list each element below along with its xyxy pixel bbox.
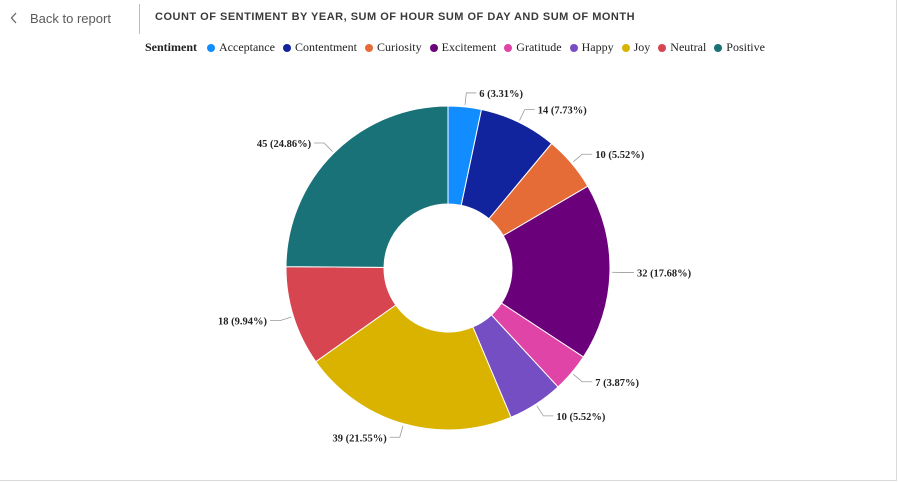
leader-line xyxy=(314,142,333,152)
back-label: Back to report xyxy=(30,10,111,26)
legend-label: Gratitude xyxy=(516,40,562,54)
legend-swatch xyxy=(364,43,373,52)
data-label: 6 (3.31%) xyxy=(479,89,523,100)
leader-line xyxy=(572,153,593,163)
legend-label: Positive xyxy=(726,40,765,54)
slice-excitement[interactable] xyxy=(500,185,611,358)
legend-item-acceptance[interactable]: Acceptance xyxy=(207,40,275,55)
legend-label: Curiosity xyxy=(376,40,422,54)
legend-label: Acceptance xyxy=(219,40,275,54)
legend-item-neutral[interactable]: Neutral xyxy=(658,40,706,55)
data-label: 10 (5.52%) xyxy=(556,412,605,423)
legend-title: Sentiment xyxy=(145,40,197,54)
legend-label: Neutral xyxy=(670,40,707,54)
data-label: 45 (24.86%) xyxy=(257,139,312,150)
leader-line xyxy=(464,92,477,105)
legend-swatch xyxy=(658,43,667,52)
slice-positive[interactable] xyxy=(285,105,449,268)
chart-title: COUNT OF SENTIMENT BY YEAR, SUM OF HOUR … xyxy=(155,11,636,23)
legend-swatch xyxy=(504,43,513,52)
legend-swatch xyxy=(569,43,578,52)
legend-swatch xyxy=(714,43,723,52)
legend-swatch xyxy=(621,43,630,52)
legend-label: Happy xyxy=(581,40,614,54)
legend-swatch xyxy=(207,43,215,52)
leader-line xyxy=(389,425,404,438)
header-divider xyxy=(139,4,140,34)
data-label: 7 (3.87%) xyxy=(595,378,639,389)
leader-line xyxy=(572,373,593,383)
back-to-report-button[interactable]: Back to report xyxy=(10,6,111,30)
chart-legend: Sentiment Acceptance Contentment Curiosity… xyxy=(145,40,765,55)
legend-label: Contentment xyxy=(294,40,357,54)
legend-item-joy[interactable]: Joy xyxy=(621,40,651,55)
legend-item-positive[interactable]: Positive xyxy=(714,40,765,55)
leader-line xyxy=(270,316,292,322)
legend-item-happy[interactable]: Happy xyxy=(569,40,614,55)
legend-item-gratitude[interactable]: Gratitude xyxy=(504,40,562,55)
legend-label: Excitement xyxy=(441,40,497,54)
slice-joy[interactable] xyxy=(315,304,512,431)
legend-swatch xyxy=(429,43,438,52)
legend-item-curiosity[interactable]: Curiosity xyxy=(364,40,422,55)
data-label: 10 (5.52%) xyxy=(595,150,644,161)
data-label: 32 (17.68%) xyxy=(637,269,692,280)
data-label: 39 (21.55%) xyxy=(332,433,387,444)
legend-swatch xyxy=(282,43,291,52)
leader-line xyxy=(519,109,535,121)
leader-line xyxy=(536,405,554,417)
data-label: 14 (7.73%) xyxy=(538,106,587,117)
chevron-left-icon xyxy=(10,12,18,24)
data-label: 18 (9.94%) xyxy=(218,317,267,328)
legend-item-excitement[interactable]: Excitement xyxy=(429,40,497,55)
legend-item-contentment[interactable]: Contentment xyxy=(282,40,357,55)
legend-label: Joy xyxy=(633,40,651,54)
